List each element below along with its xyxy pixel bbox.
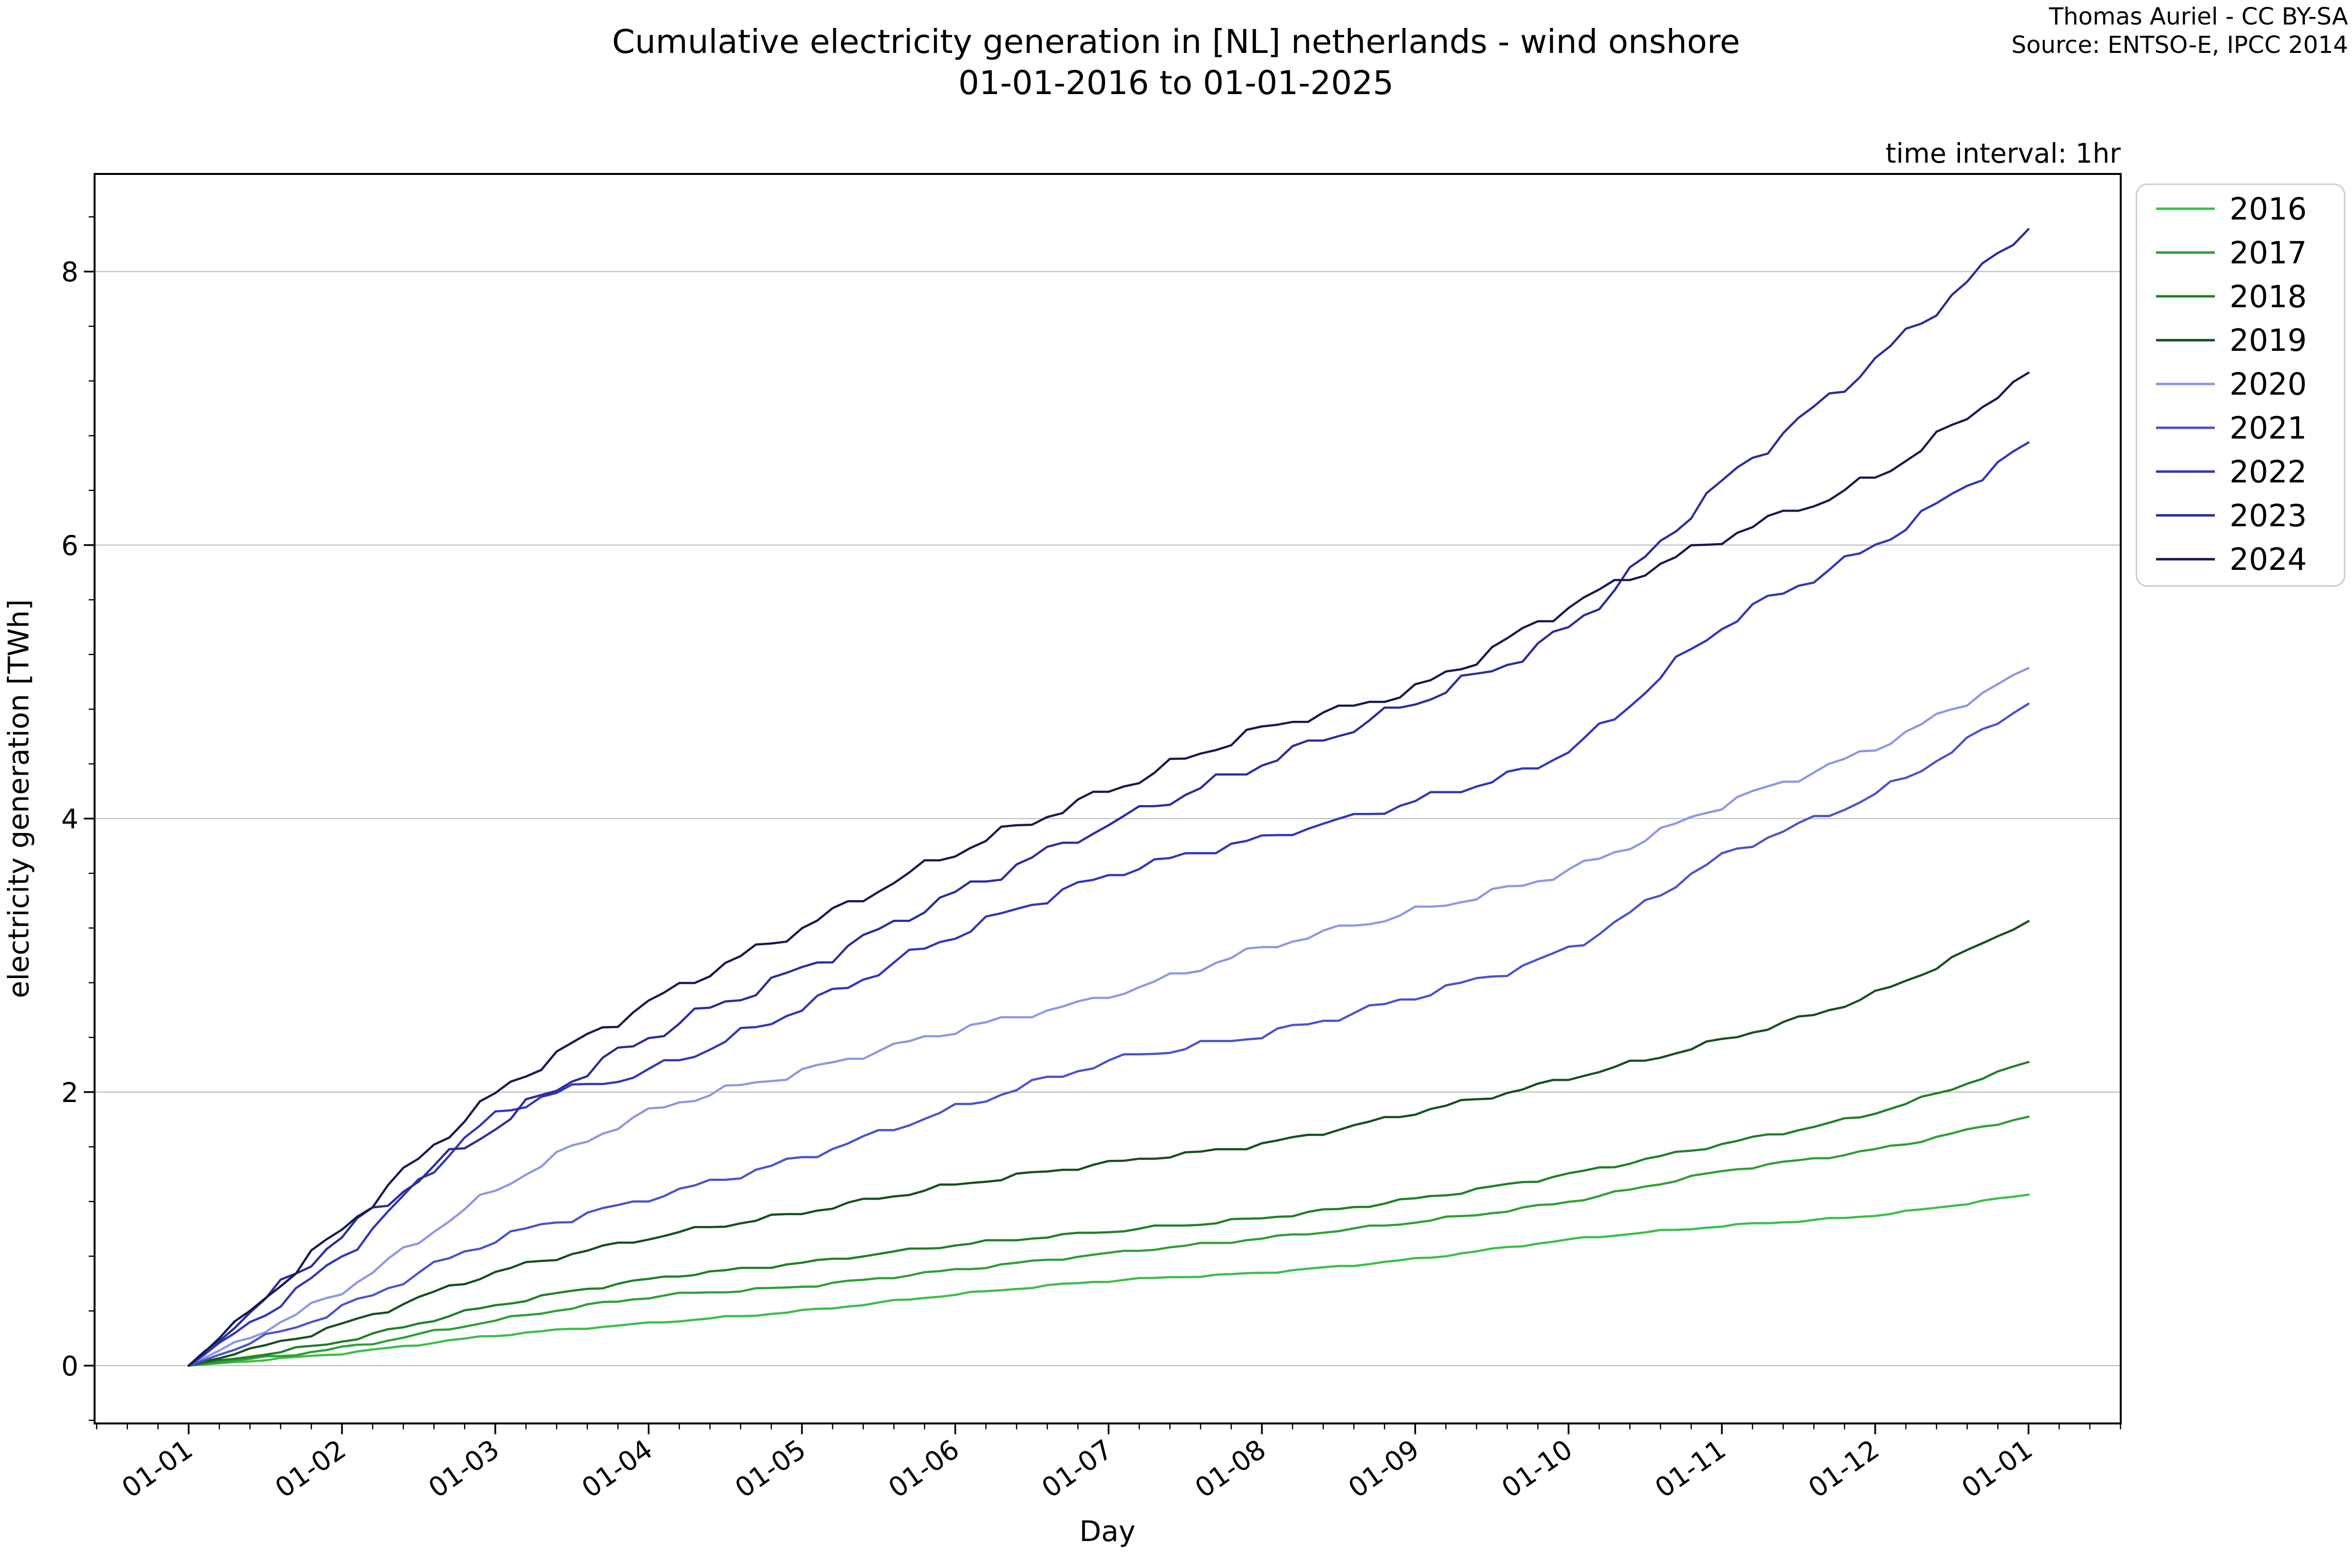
series-line-2023 <box>187 228 2030 1367</box>
series-line-2016 <box>187 1193 2030 1367</box>
legend: 2016 2017 2018 2019 2020 2021 2022 2023 2024 <box>2135 183 2346 587</box>
x-tick-label: 01-11 <box>1649 1433 1732 1504</box>
y-axis-label: electricity generation [TWh] <box>2 599 35 998</box>
x-axis-label: Day <box>1079 1515 1136 1548</box>
legend-label-2019: 2019 <box>2230 322 2307 358</box>
legend-label-2024: 2024 <box>2230 541 2307 577</box>
legend-label-2018: 2018 <box>2230 279 2307 315</box>
x-tick-label: 01-07 <box>1036 1433 1118 1504</box>
attribution-source: Source: ENTSO-E, IPCC 2014 <box>2011 31 2348 59</box>
series-lines <box>187 228 2030 1367</box>
y-tick-labels: 0 2 4 6 8 <box>61 256 78 1382</box>
time-interval-note: time interval: 1hr <box>1886 138 2121 169</box>
y-tick-label: 2 <box>61 1077 78 1108</box>
chart-title-line2: 01-01-2016 to 01-01-2025 <box>958 64 1394 102</box>
y-tick-label: 8 <box>61 256 78 288</box>
series-line-2019 <box>187 920 2030 1367</box>
x-tick-label: 01-10 <box>1496 1433 1578 1504</box>
plot-border <box>94 173 2122 1424</box>
legend-label-2023: 2023 <box>2230 498 2307 534</box>
x-tick-label: 01-04 <box>576 1433 659 1504</box>
y-gridlines <box>95 271 2121 1366</box>
x-tick-label: 01-06 <box>882 1433 965 1504</box>
series-line-2021 <box>187 702 2030 1367</box>
legend-label-2017: 2017 <box>2230 235 2307 270</box>
legend-box <box>2135 183 2346 587</box>
y-tick-label: 4 <box>61 804 78 835</box>
series-line-2020 <box>187 667 2030 1367</box>
legend-label-2021: 2021 <box>2230 410 2307 446</box>
y-tick-label: 6 <box>61 530 78 561</box>
legend-label-2016: 2016 <box>2230 191 2307 227</box>
x-tick-label: 01-01 <box>1956 1433 2038 1504</box>
legend-label-2022: 2022 <box>2230 454 2307 490</box>
y-tick-label: 0 <box>61 1350 78 1382</box>
x-tick-label: 01-05 <box>729 1433 811 1504</box>
axis-ticks <box>84 216 2121 1434</box>
series-line-2017 <box>187 1115 2030 1367</box>
attribution-author: Thomas Auriel - CC BY-SA <box>2049 3 2348 30</box>
x-tick-label: 01-03 <box>423 1433 505 1504</box>
legend-label-2020: 2020 <box>2230 367 2307 402</box>
series-line-2018 <box>187 1061 2030 1367</box>
series-line-2022 <box>187 441 2030 1367</box>
x-tick-labels: 01-01 01-02 01-03 01-04 01-05 01-06 01-07 01-08… <box>116 1433 2038 1504</box>
series-line-2024 <box>187 371 2030 1367</box>
chart-title-line1: Cumulative electricity generation in [NL… <box>612 23 1740 61</box>
x-tick-label: 01-08 <box>1189 1433 1272 1504</box>
x-tick-label: 01-01 <box>116 1433 198 1504</box>
x-tick-label: 01-09 <box>1343 1433 1425 1504</box>
x-tick-label: 01-02 <box>270 1433 352 1504</box>
x-tick-label: 01-12 <box>1803 1433 1885 1504</box>
